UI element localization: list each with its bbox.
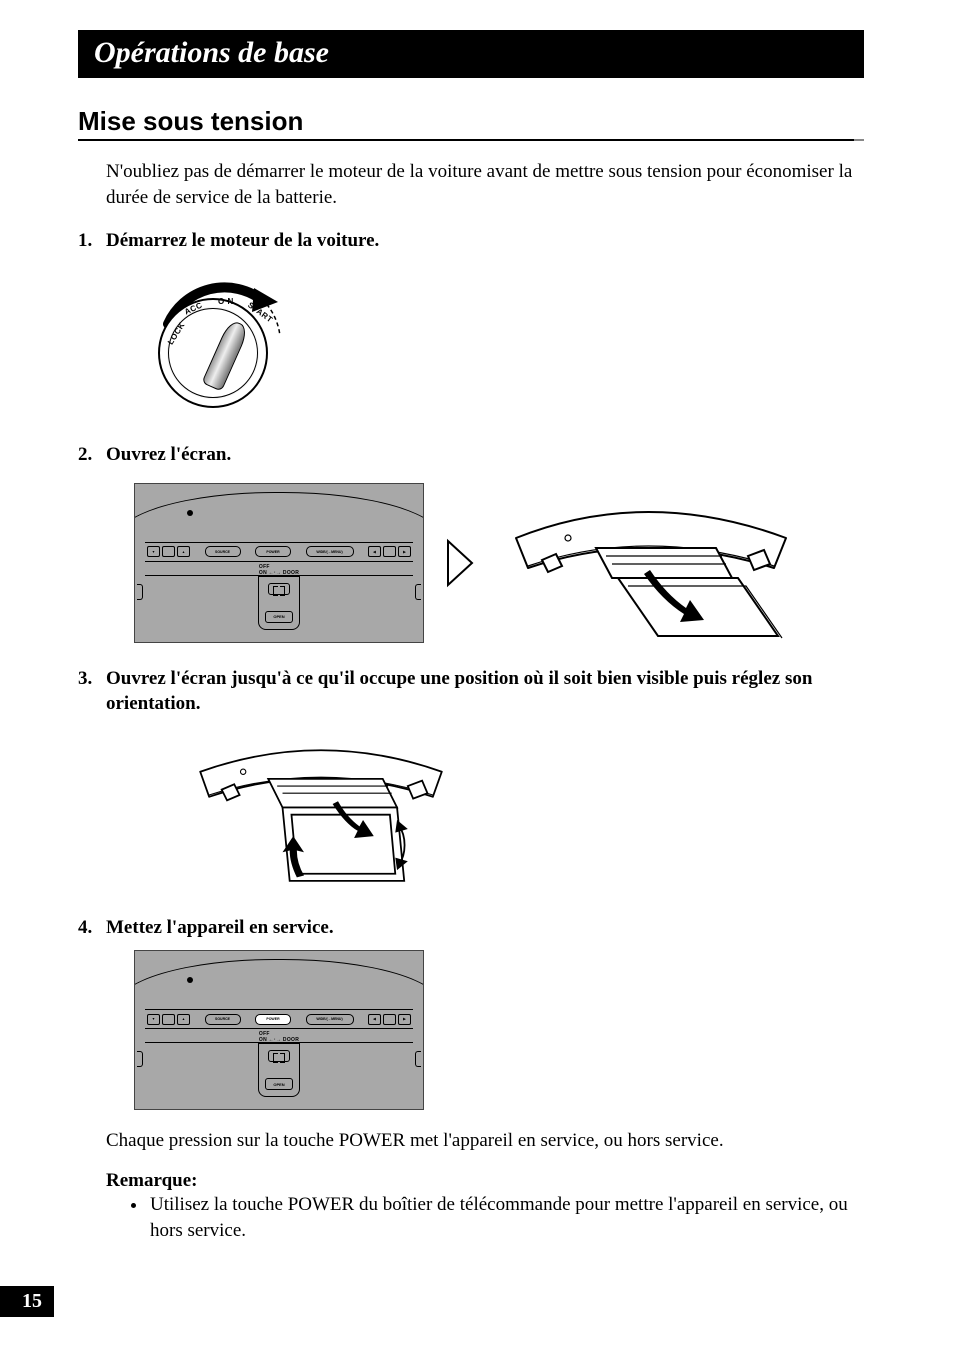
panel2-btn-source: SOURCE (205, 1014, 241, 1025)
panel2-open-button: OPEN (265, 1078, 293, 1090)
step-3-text: Ouvrez l'écran jusqu'à ce qu'il occupe u… (106, 666, 864, 717)
section-title: Mise sous tension (78, 106, 864, 141)
banner-title: Opérations de base (78, 30, 864, 78)
after-step4-text: Chaque pression sur la touche POWER met … (106, 1128, 864, 1154)
panel2-btn-ent-icon (383, 1014, 396, 1025)
panel-open-button: OPEN (265, 611, 293, 623)
panel2-btn-up-icon: ▲ (177, 1014, 190, 1025)
panel-btn-ent-icon (383, 546, 396, 557)
device-opening-figure (496, 478, 806, 648)
step-2-head: 2. Ouvrez l'écran. (78, 442, 864, 468)
panel-btn-vol-icon (162, 546, 175, 557)
note-list: Utilisez la touche POWER du boîtier de t… (134, 1192, 864, 1243)
intro-text: N'oubliez pas de démarrer le moteur de l… (106, 159, 864, 210)
step-4-figure: ▼ ▲ SOURCE POWER WIDE/(→MENU) ◀ ▶ OFF (134, 950, 864, 1110)
panel2-btn-down-icon: ▼ (147, 1014, 160, 1025)
panel-btn-source: SOURCE (205, 546, 241, 557)
step-4-text: Mettez l'appareil en service. (106, 915, 864, 941)
device-panel-power: ▼ ▲ SOURCE POWER WIDE/(→MENU) ◀ ▶ OFF (134, 950, 424, 1110)
panel-btn-right-icon: ▶ (398, 546, 411, 557)
page-container: Opérations de base Mise sous tension N'o… (0, 0, 954, 1273)
step-1: 1. Démarrez le moteur de la voiture. LOC… (78, 228, 864, 424)
panel-btn-power: POWER (255, 546, 291, 557)
panel2-btn-left-icon: ◀ (368, 1014, 381, 1025)
device-adjust-figure (166, 727, 476, 897)
step-1-text: Démarrez le moteur de la voiture. (106, 228, 864, 254)
step-4-num: 4. (78, 915, 106, 941)
panel-btn-up-icon: ▲ (177, 546, 190, 557)
panel2-btn-right-icon: ▶ (398, 1014, 411, 1025)
note-title: Remarque: (106, 1170, 864, 1192)
ignition-figure: LOCK ACC O N START (134, 264, 294, 424)
panel2-btn-power: POWER (255, 1014, 291, 1025)
step-2-figures: ▼ ▲ SOURCE POWER WIDE/(→MENU) ◀ ▶ OFF (134, 478, 864, 648)
step-4-head: 4. Mettez l'appareil en service. (78, 915, 864, 941)
panel-btn-widemenu: WIDE/(→MENU) (306, 546, 354, 557)
step-4: 4. Mettez l'appareil en service. ▼ ▲ SOU… (78, 915, 864, 1111)
step-2-text: Ouvrez l'écran. (106, 442, 864, 468)
step-3: 3. Ouvrez l'écran jusqu'à ce qu'il occup… (78, 666, 864, 897)
panel-btn-down-icon: ▼ (147, 546, 160, 557)
panel2-btn-widemenu: WIDE/(→MENU) (306, 1014, 354, 1025)
page-number: 15 (0, 1286, 54, 1317)
panel-btn-left-icon: ◀ (368, 546, 381, 557)
step-2: 2. Ouvrez l'écran. ▼ ▲ SOURCE POWER WIDE… (78, 442, 864, 648)
panel2-btn-vol-icon (162, 1014, 175, 1025)
step-1-head: 1. Démarrez le moteur de la voiture. (78, 228, 864, 254)
note-item: Utilisez la touche POWER du boîtier de t… (148, 1192, 864, 1243)
ignition-on-label: O N (218, 297, 234, 306)
step-3-num: 3. (78, 666, 106, 717)
transition-arrow-icon (446, 539, 474, 587)
step-2-num: 2. (78, 442, 106, 468)
step-1-num: 1. (78, 228, 106, 254)
step-3-head: 3. Ouvrez l'écran jusqu'à ce qu'il occup… (78, 666, 864, 717)
device-panel-closed: ▼ ▲ SOURCE POWER WIDE/(→MENU) ◀ ▶ OFF (134, 483, 424, 643)
